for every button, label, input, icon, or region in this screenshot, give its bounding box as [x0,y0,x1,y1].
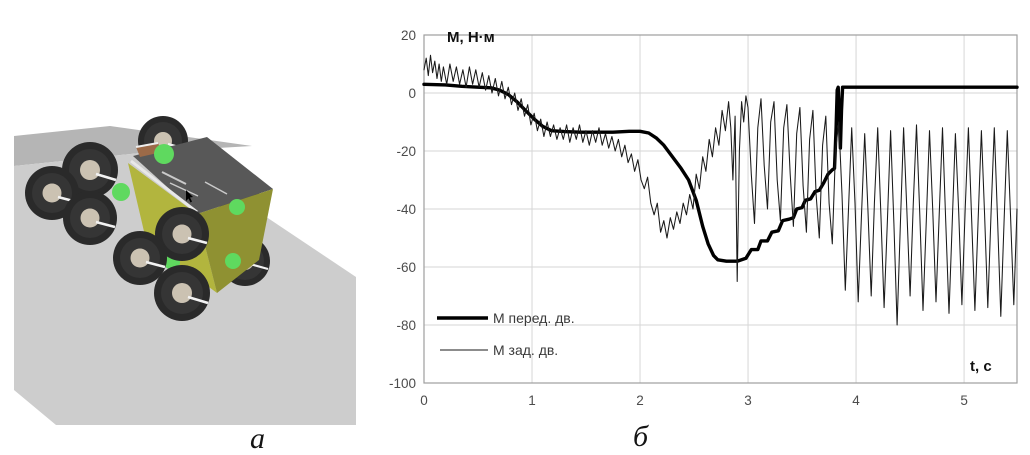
simulation-panel: а [0,0,385,455]
caption-b: б [633,420,649,453]
legend-label-rear: М зад. дв. [493,342,558,358]
chart-svg: 0 1 2 3 4 5 20 0 -20 -40 -60 -80 -100 М, Н·м t, c М … [389,28,1019,408]
x-tick-label: 3 [744,393,752,408]
y-axis-title: М, Н·м [447,29,495,46]
y-tick-label: -40 [396,202,416,217]
body-edge-highlight [130,159,198,214]
caption-a: а [250,422,265,455]
rover-render [14,116,356,425]
rover-wheel [63,191,117,245]
chart-tick-labels: 0 1 2 3 4 5 20 0 -20 -40 -60 -80 -100 [389,28,968,408]
legend-label-front: М перед. дв. [493,310,575,326]
x-axis-title: t, c [970,358,992,375]
body-label-marks [161,171,228,197]
y-tick-label: -20 [396,144,416,159]
chart-panel: 0 1 2 3 4 5 20 0 -20 -40 -60 -80 -100 М, Н·м t, c М … [385,0,1030,455]
rover-wheel [25,166,79,220]
x-tick-label: 0 [420,393,428,408]
x-tick-label: 2 [636,393,644,408]
x-tick-label: 1 [528,393,536,408]
y-tick-label: -60 [396,260,416,275]
series-line-1 [423,54,1018,326]
y-tick-label: 20 [401,28,416,43]
rear-box-highlight [135,142,159,148]
rover-wheel [155,207,209,261]
y-tick-label: -100 [389,376,416,391]
chart-grid [423,34,1018,384]
rover-wheel [154,265,210,321]
chart-legend: М перед. дв. М зад. дв. [437,310,575,358]
y-tick-label: -80 [396,318,416,333]
x-tick-label: 5 [960,393,968,408]
x-tick-label: 4 [852,393,860,408]
chart-series [422,54,1019,326]
rover-wheel [62,142,118,198]
rover-wheel [113,231,167,285]
body-front-face-olive [197,189,273,293]
cursor-artifact [186,190,193,203]
y-tick-label: 0 [408,86,416,101]
